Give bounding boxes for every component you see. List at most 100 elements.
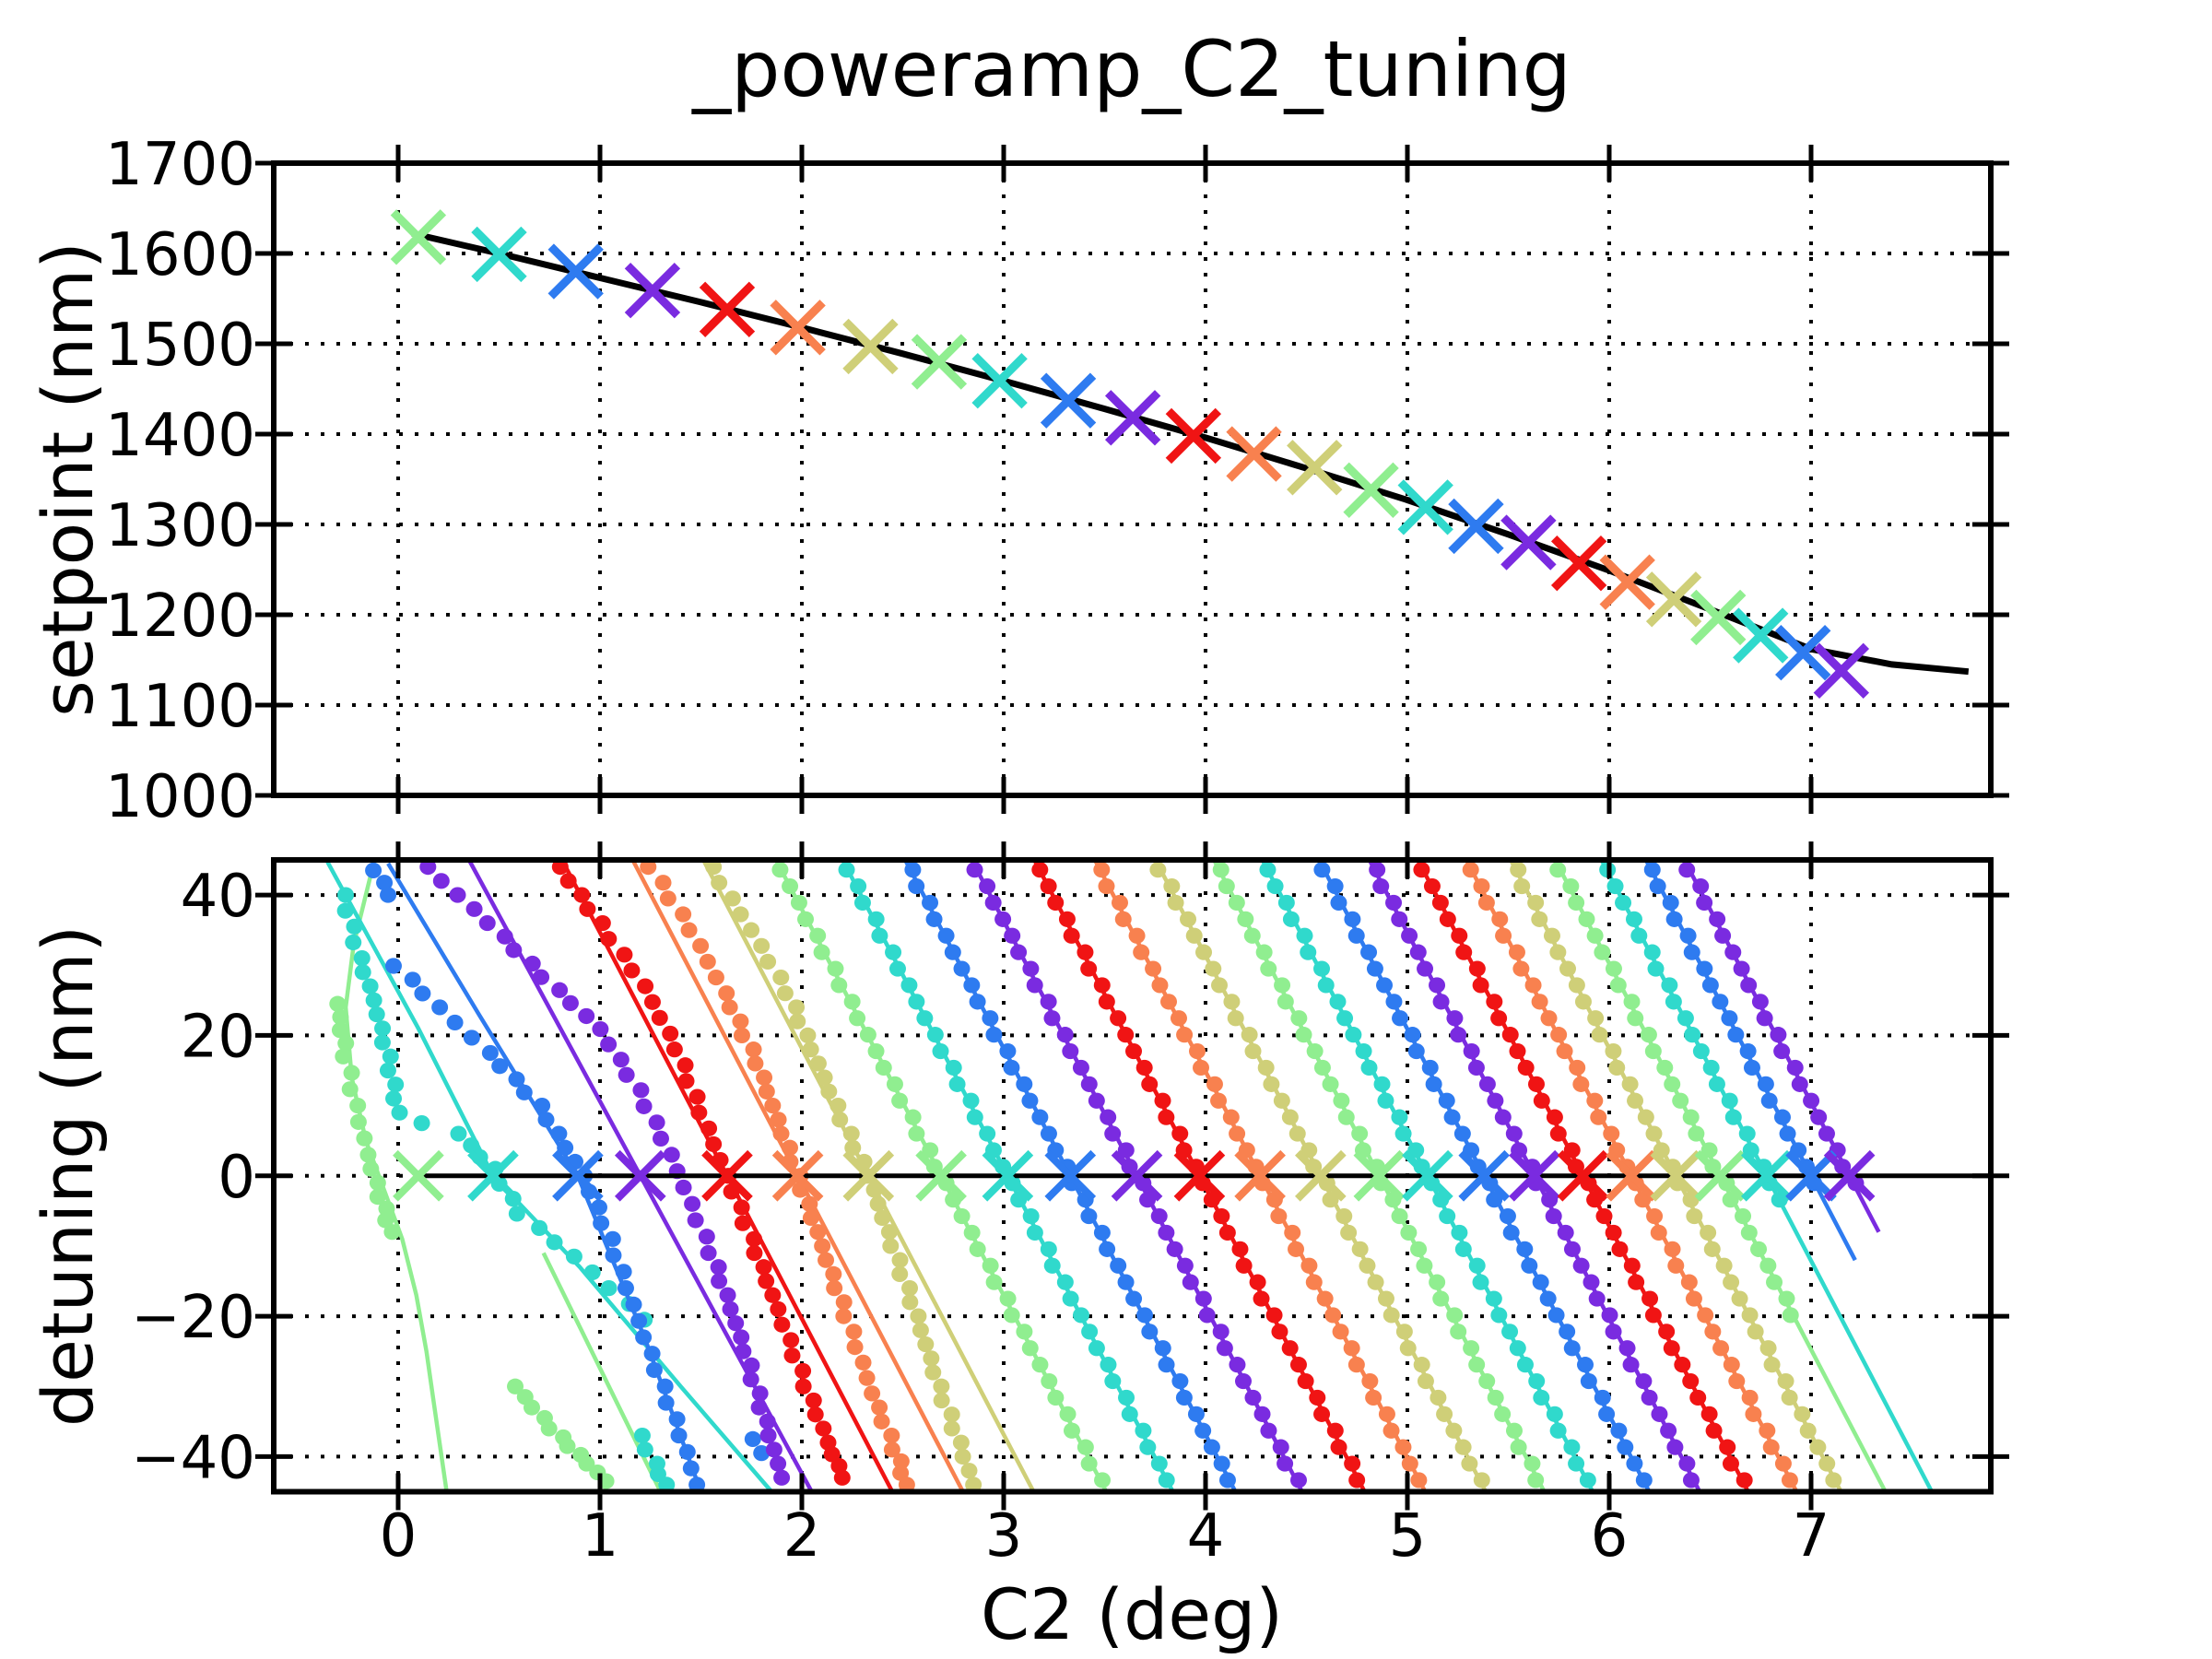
scan-dot — [1313, 862, 1331, 878]
top-ytick-label: 1300 — [105, 492, 255, 560]
scan-dot — [999, 1290, 1017, 1307]
scan-dot — [904, 862, 922, 878]
scan-dot — [1678, 1455, 1696, 1472]
scan-dot — [1260, 1422, 1277, 1439]
zero-cross-x-marker — [1823, 1149, 1876, 1202]
scan-dot — [985, 1274, 1003, 1290]
scan-dot — [1231, 1241, 1249, 1257]
scan-dot — [1135, 1422, 1152, 1439]
bottom-y-axis-label: detuning (nm) — [27, 925, 109, 1427]
scan-dot — [1516, 1357, 1534, 1373]
setpoint-x-marker — [471, 226, 527, 283]
scan-dot — [1766, 1274, 1783, 1290]
scan-dot — [1610, 1422, 1628, 1439]
scan-dot — [662, 1025, 679, 1042]
scan-dot — [1377, 1092, 1394, 1109]
scan-series — [1643, 858, 1857, 1262]
scan-dot — [1158, 1109, 1175, 1125]
scan-dot — [1531, 911, 1548, 927]
scan-dot — [1058, 911, 1076, 927]
scan-dot — [1313, 1406, 1331, 1422]
scan-dot — [1351, 1241, 1369, 1257]
xtick-label: 7 — [1793, 1502, 1830, 1571]
scan-dot — [758, 1273, 775, 1289]
scan-dot — [1586, 927, 1604, 944]
scan-dot — [700, 1244, 717, 1262]
scan-dot — [982, 1010, 999, 1027]
zero-cross-x-marker — [1694, 1149, 1747, 1202]
scan-dot — [1026, 977, 1043, 994]
scan-dot — [1345, 1027, 1362, 1043]
scan-dot — [1316, 1290, 1334, 1307]
zero-cross-x-marker — [1173, 1149, 1226, 1202]
scan-dot — [1446, 1307, 1464, 1324]
setpoint-x-marker — [842, 318, 899, 375]
scan-dot — [1549, 944, 1567, 960]
scan-dot — [1072, 1059, 1089, 1077]
scan-dot — [414, 985, 431, 1002]
scan-dot — [770, 1112, 787, 1128]
scan-dot — [1263, 1076, 1280, 1092]
setpoint-x-marker — [1343, 462, 1399, 518]
zero-cross-x-marker — [1234, 1149, 1286, 1202]
scan-dot — [1494, 1406, 1512, 1422]
scan-dot — [682, 1460, 700, 1477]
scan-dot — [1467, 1059, 1485, 1077]
scan-dot — [1326, 877, 1344, 895]
scan-dot — [1194, 1290, 1212, 1307]
scan-dot — [1644, 1042, 1662, 1060]
scan-dot — [1163, 877, 1181, 895]
scan-dot — [625, 1296, 642, 1312]
scan-dot — [1133, 944, 1150, 960]
scan-dot — [744, 1430, 761, 1447]
setpoint-x-marker — [1550, 535, 1607, 592]
scan-dot — [953, 960, 971, 977]
scan-dot — [1468, 960, 1486, 977]
scan-dot — [643, 1346, 661, 1362]
scan-dot — [1791, 1076, 1808, 1092]
scan-dot — [1799, 1422, 1817, 1439]
scan-dot — [747, 1055, 764, 1072]
scan-dot — [1672, 1092, 1689, 1109]
scan-dot — [1154, 1092, 1171, 1109]
scan-dot — [1517, 1059, 1535, 1077]
scan-dot — [985, 1027, 1003, 1043]
scan-dot — [750, 1399, 768, 1416]
scan-dot — [1623, 1257, 1641, 1274]
scan-dot — [1510, 1439, 1527, 1455]
setpoint-x-marker — [911, 334, 968, 390]
scan-dot — [1117, 1142, 1135, 1159]
scan-dot — [724, 890, 741, 907]
scan-dot — [969, 1241, 986, 1257]
scan-dot — [1741, 1307, 1759, 1324]
scan-dot — [853, 894, 871, 912]
scan-dot — [948, 1076, 966, 1092]
setpoint-x-marker — [1448, 498, 1504, 555]
scan-dot — [1759, 1257, 1777, 1274]
scan-dot — [1689, 1389, 1707, 1406]
scan-dot — [1527, 1472, 1545, 1488]
scan-dot — [1063, 927, 1080, 944]
scan-dot — [759, 953, 777, 971]
scan-dot — [751, 1385, 769, 1402]
setpoint-x-marker — [1645, 571, 1702, 628]
scan-dot — [875, 1059, 892, 1077]
scan-dot — [1257, 1059, 1275, 1077]
scan-dot — [1779, 1125, 1796, 1142]
scan-dot — [1270, 1207, 1288, 1225]
scan-dot — [1637, 1109, 1654, 1125]
scan-dot — [809, 927, 827, 944]
scan-dot — [559, 1438, 576, 1454]
scan-dot — [1243, 927, 1261, 944]
top-ytick-label: 1200 — [105, 582, 255, 651]
scan-dot — [882, 1238, 900, 1254]
scan-dot — [617, 1280, 634, 1297]
scan-dot — [1317, 977, 1335, 994]
scan-dot — [719, 1287, 736, 1303]
scan-dot — [1731, 1290, 1748, 1307]
scan-dot — [1478, 1372, 1496, 1390]
scan-dot — [917, 1335, 935, 1353]
scan-dot — [1382, 1307, 1400, 1324]
scan-dot — [891, 1092, 909, 1109]
scan-dot — [849, 1010, 866, 1027]
